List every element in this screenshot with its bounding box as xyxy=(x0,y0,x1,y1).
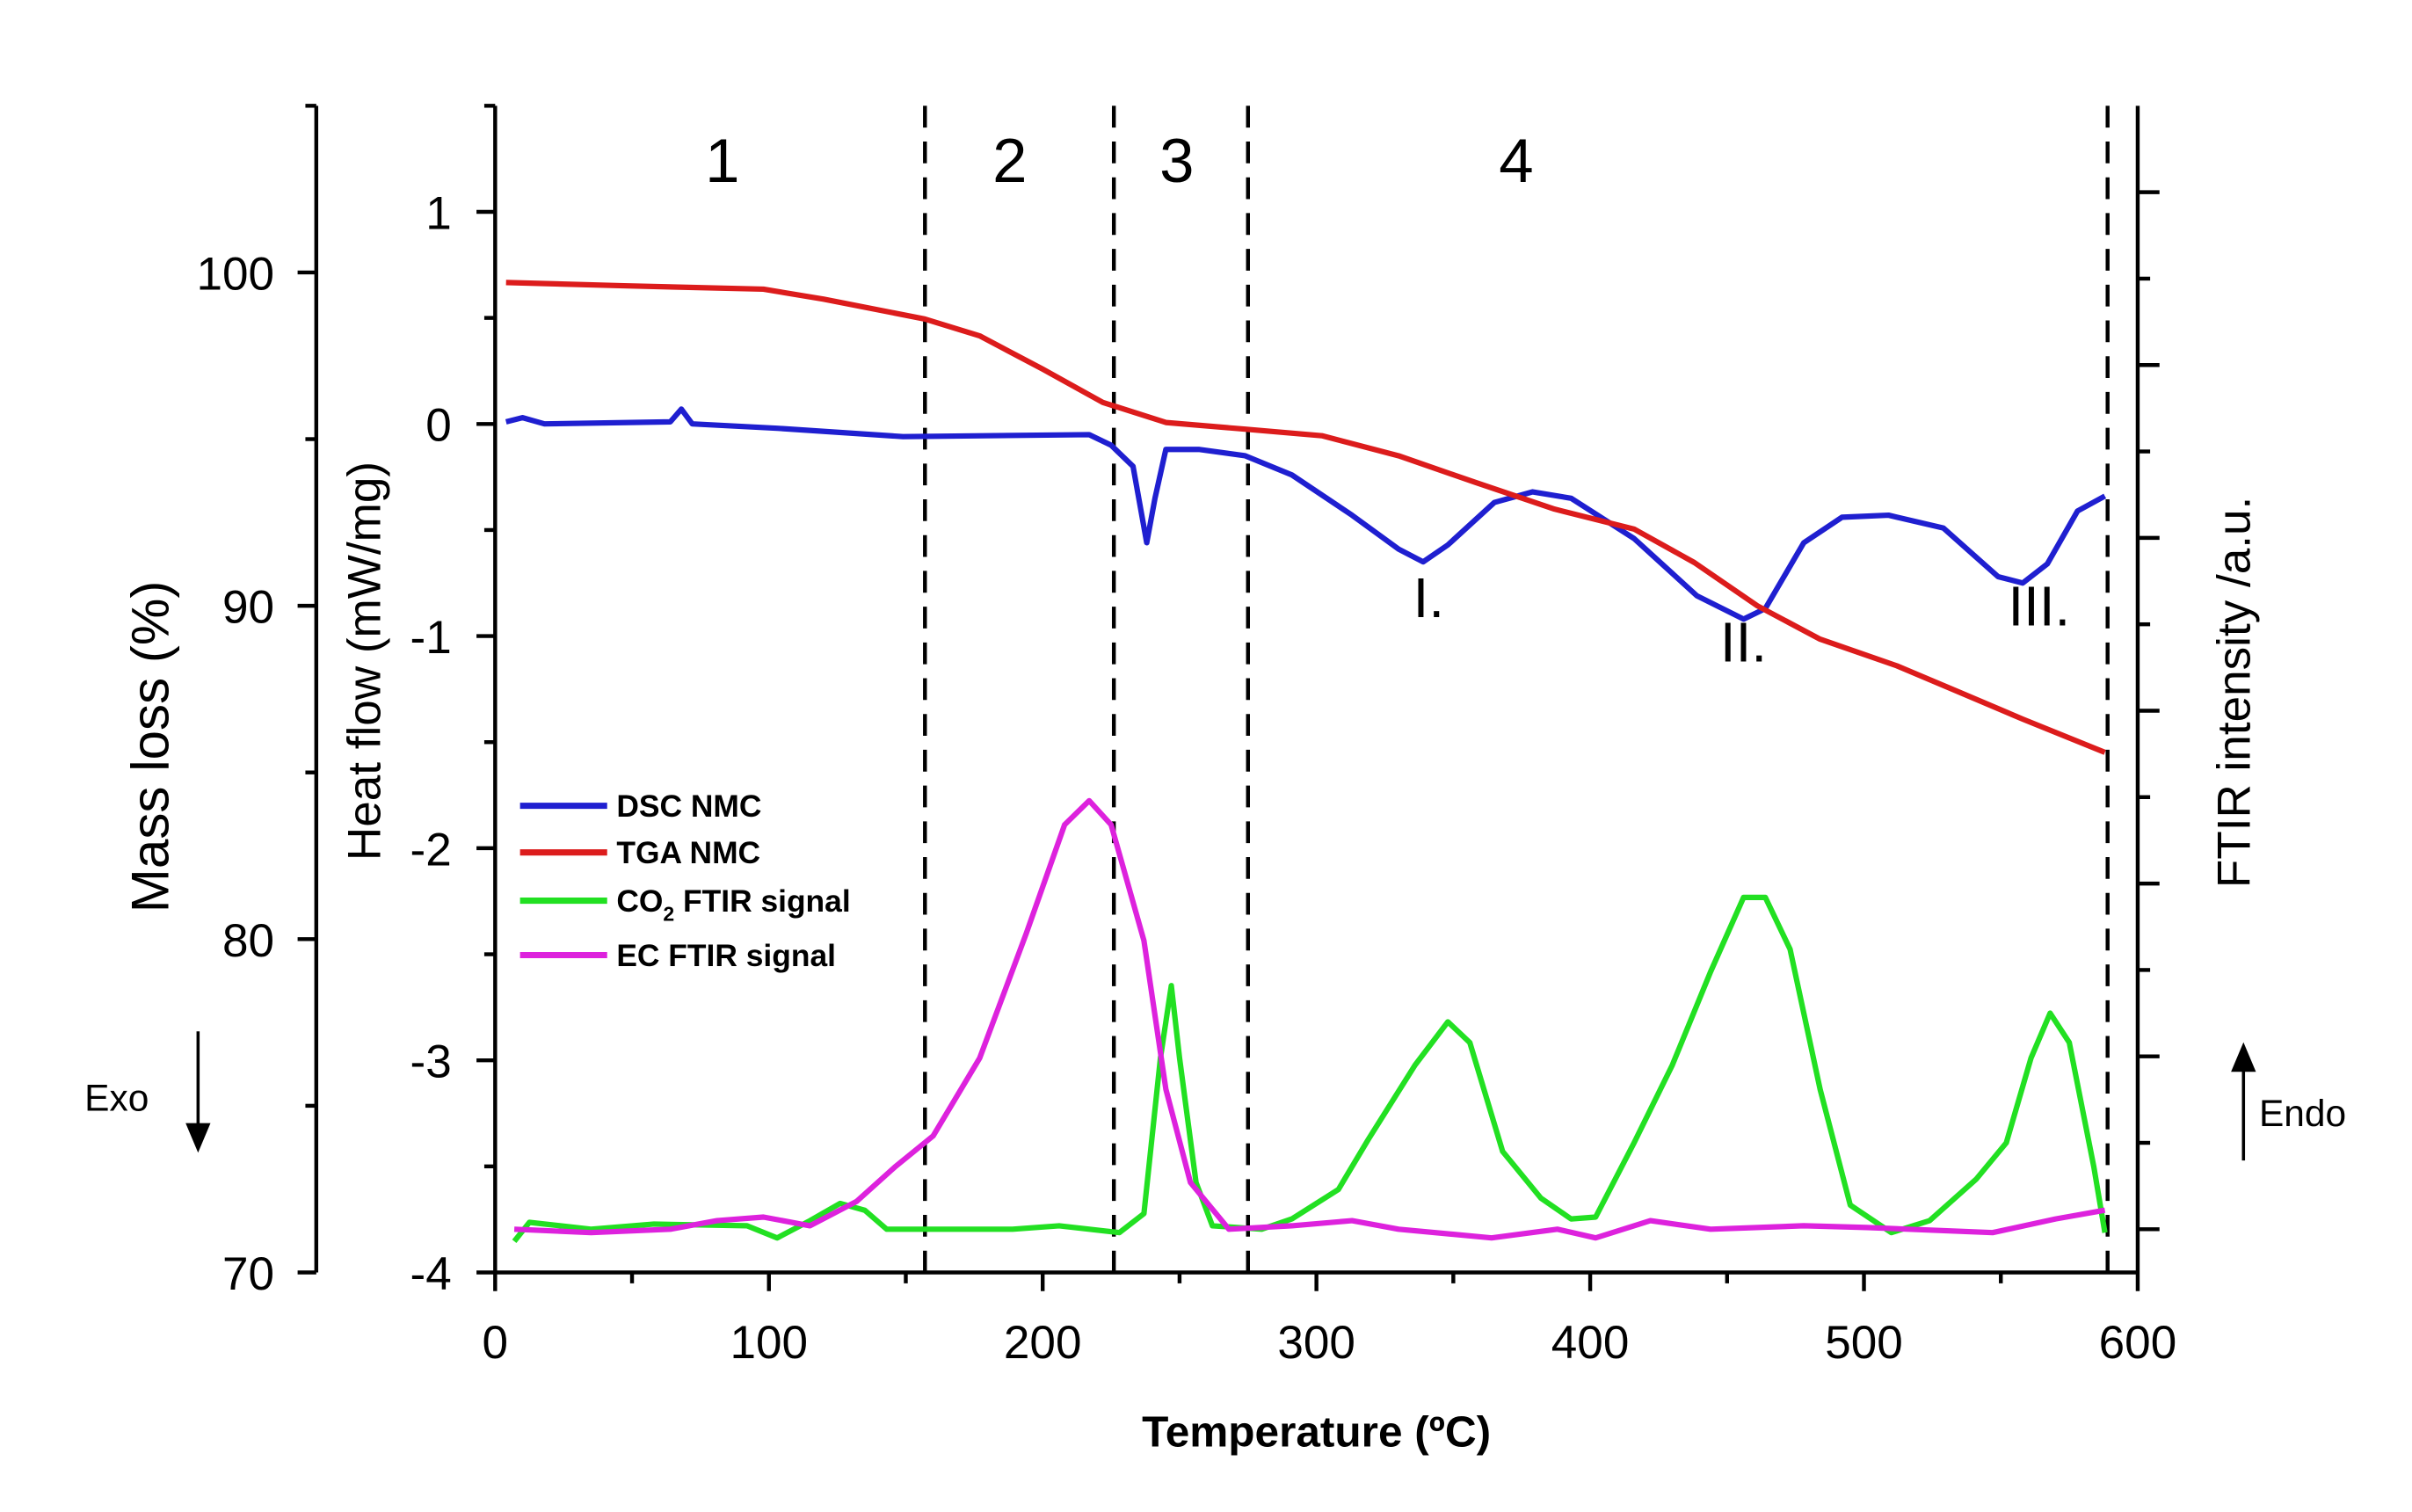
exo-arrow-icon xyxy=(185,1031,211,1153)
legend-label: EC FTIR signal xyxy=(616,939,836,973)
axes: 0 100 200 300 400 500 600 70 80 90 100 -4 -3 -2 -1 0 1 1 2… xyxy=(196,104,2177,1369)
legend-label: TGA NMC xyxy=(616,836,760,870)
ftir-axis-label: FTIR intensity /a.u. xyxy=(2208,497,2260,888)
peak-label: I. xyxy=(1413,567,1444,629)
legend-item-tga: TGA NMC xyxy=(519,836,760,870)
legend-label: CO2 FTIR signal xyxy=(616,884,850,926)
series-line-ec-ftir-signal xyxy=(513,797,2106,1241)
endo-label: Endo xyxy=(2259,1093,2346,1134)
legend-item-co2: CO2 FTIR signal xyxy=(519,884,851,926)
x-tick-label: 0 xyxy=(483,1317,509,1369)
x-tick-label: 600 xyxy=(2099,1317,2177,1369)
x-tick-label: 200 xyxy=(1004,1317,1082,1369)
endo-arrow-icon xyxy=(2231,1042,2256,1161)
legend-item-ec: EC FTIR signal xyxy=(519,939,836,973)
legend: DSC NMC TGA NMC CO2 FTIR signal EC FTIR … xyxy=(519,789,851,973)
labels-group: Temperature (ºC) Mass loss (%) Heat flow… xyxy=(84,462,2346,1457)
mass-tick-label: 90 xyxy=(222,582,274,634)
x-tick-label: 300 xyxy=(1277,1317,1355,1369)
legend-label: DSC NMC xyxy=(616,789,761,824)
series-line-dsc-nmc xyxy=(505,406,2107,622)
region-label: 1 xyxy=(705,126,739,195)
heat-tick-label: -3 xyxy=(410,1036,452,1088)
x-axis-label: Temperature (ºC) xyxy=(1142,1408,1491,1457)
mass-axis-label: Mass loss (%) xyxy=(121,581,180,913)
legend-item-dsc: DSC NMC xyxy=(519,789,761,824)
heat-tick-label: 0 xyxy=(425,400,452,452)
region-label: 4 xyxy=(1499,126,1533,195)
region-label: 2 xyxy=(992,126,1027,195)
heat-axis-label: Heat flow (mW/mg) xyxy=(338,462,390,861)
x-tick-label: 500 xyxy=(1825,1317,1903,1369)
heat-tick-label: -4 xyxy=(410,1248,452,1300)
heat-tick-label: 1 xyxy=(425,187,452,239)
series-line-tga-nmc xyxy=(505,280,2106,755)
peak-label: III. xyxy=(2008,576,2070,638)
heat-tick-label: -2 xyxy=(410,824,452,876)
x-tick-label: 400 xyxy=(1551,1317,1630,1369)
x-tick-label: 100 xyxy=(730,1317,808,1369)
region-label: 3 xyxy=(1159,126,1194,195)
series-group: I. II. III. xyxy=(505,280,2108,1244)
mass-tick-label: 80 xyxy=(222,915,274,967)
mass-tick-label: 100 xyxy=(196,248,274,300)
heat-tick-label: -1 xyxy=(410,612,452,664)
mass-tick-label: 70 xyxy=(222,1248,274,1300)
peak-label: II. xyxy=(1720,612,1767,674)
exo-label: Exo xyxy=(84,1077,149,1118)
